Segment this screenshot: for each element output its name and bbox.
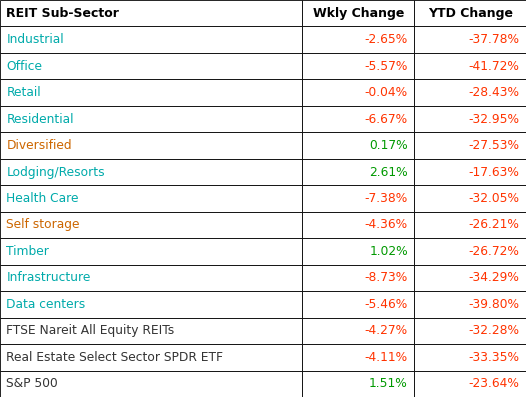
Bar: [302, 159, 414, 185]
Text: -2.65%: -2.65%: [365, 33, 408, 46]
Bar: [302, 212, 414, 238]
Bar: [302, 106, 414, 132]
Bar: [414, 318, 526, 344]
Text: S&P 500: S&P 500: [6, 377, 58, 390]
Text: -4.11%: -4.11%: [365, 351, 408, 364]
Bar: [0, 291, 302, 318]
Bar: [0, 212, 302, 238]
Text: Timber: Timber: [6, 245, 49, 258]
Bar: [0, 238, 302, 265]
Text: Retail: Retail: [6, 86, 41, 99]
Text: 2.61%: 2.61%: [369, 166, 408, 179]
Bar: [0, 79, 302, 106]
Text: -39.80%: -39.80%: [469, 298, 520, 311]
Bar: [302, 27, 414, 53]
Text: -37.78%: -37.78%: [469, 33, 520, 46]
Bar: [302, 238, 414, 265]
Text: -0.04%: -0.04%: [365, 86, 408, 99]
Bar: [302, 53, 414, 79]
Text: -26.21%: -26.21%: [469, 218, 520, 231]
Text: FTSE Nareit All Equity REITs: FTSE Nareit All Equity REITs: [6, 324, 175, 337]
Text: Diversified: Diversified: [6, 139, 72, 152]
Text: -34.29%: -34.29%: [469, 272, 520, 284]
Text: YTD Change: YTD Change: [428, 7, 513, 20]
Text: -7.38%: -7.38%: [365, 192, 408, 205]
Bar: [0, 132, 302, 159]
Bar: [414, 238, 526, 265]
Bar: [414, 344, 526, 370]
Text: -23.64%: -23.64%: [469, 377, 520, 390]
Text: Health Care: Health Care: [6, 192, 79, 205]
Text: -41.72%: -41.72%: [469, 60, 520, 73]
Text: Lodging/Resorts: Lodging/Resorts: [6, 166, 105, 179]
Bar: [0, 265, 302, 291]
Text: -26.72%: -26.72%: [469, 245, 520, 258]
Bar: [0, 185, 302, 212]
Text: Wkly Change: Wkly Change: [312, 7, 404, 20]
Bar: [414, 53, 526, 79]
Bar: [302, 291, 414, 318]
Bar: [414, 79, 526, 106]
Text: -17.63%: -17.63%: [469, 166, 520, 179]
Text: -4.27%: -4.27%: [365, 324, 408, 337]
Text: -6.67%: -6.67%: [365, 113, 408, 125]
Text: Real Estate Select Sector SPDR ETF: Real Estate Select Sector SPDR ETF: [6, 351, 224, 364]
Bar: [414, 185, 526, 212]
Bar: [0, 106, 302, 132]
Text: Office: Office: [6, 60, 42, 73]
Bar: [414, 265, 526, 291]
Bar: [302, 185, 414, 212]
Bar: [414, 0, 526, 27]
Bar: [0, 53, 302, 79]
Text: 1.02%: 1.02%: [369, 245, 408, 258]
Bar: [0, 370, 302, 397]
Bar: [302, 132, 414, 159]
Text: REIT Sub-Sector: REIT Sub-Sector: [6, 7, 119, 20]
Text: -4.36%: -4.36%: [365, 218, 408, 231]
Bar: [302, 318, 414, 344]
Bar: [302, 344, 414, 370]
Bar: [302, 265, 414, 291]
Text: -32.28%: -32.28%: [469, 324, 520, 337]
Bar: [302, 79, 414, 106]
Text: Industrial: Industrial: [6, 33, 64, 46]
Bar: [414, 212, 526, 238]
Bar: [302, 370, 414, 397]
Text: 0.17%: 0.17%: [369, 139, 408, 152]
Text: -33.35%: -33.35%: [469, 351, 520, 364]
Bar: [414, 27, 526, 53]
Text: Self storage: Self storage: [6, 218, 80, 231]
Text: -32.95%: -32.95%: [469, 113, 520, 125]
Text: -8.73%: -8.73%: [365, 272, 408, 284]
Text: -5.46%: -5.46%: [365, 298, 408, 311]
Bar: [414, 370, 526, 397]
Bar: [0, 0, 302, 27]
Text: -32.05%: -32.05%: [469, 192, 520, 205]
Bar: [302, 0, 414, 27]
Bar: [414, 159, 526, 185]
Bar: [0, 159, 302, 185]
Bar: [414, 132, 526, 159]
Bar: [414, 291, 526, 318]
Bar: [0, 344, 302, 370]
Text: -5.57%: -5.57%: [365, 60, 408, 73]
Text: -28.43%: -28.43%: [469, 86, 520, 99]
Text: -27.53%: -27.53%: [469, 139, 520, 152]
Text: Infrastructure: Infrastructure: [6, 272, 90, 284]
Text: Residential: Residential: [6, 113, 74, 125]
Text: Data centers: Data centers: [6, 298, 86, 311]
Text: 1.51%: 1.51%: [369, 377, 408, 390]
Bar: [0, 318, 302, 344]
Bar: [414, 106, 526, 132]
Bar: [0, 27, 302, 53]
